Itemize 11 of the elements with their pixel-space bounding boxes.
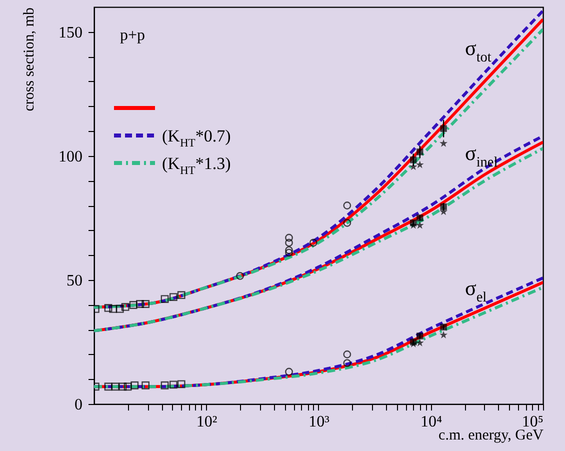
y-tick-label: 150 bbox=[58, 24, 82, 42]
x-tick-label: 10² bbox=[196, 414, 218, 430]
y-tick-label: 50 bbox=[66, 272, 82, 290]
x-tick-label: 10⁵ bbox=[522, 414, 544, 430]
y-tick-label: 100 bbox=[58, 148, 82, 166]
annotation: p+p bbox=[120, 27, 146, 44]
y-tick-label: 0 bbox=[74, 396, 82, 414]
x-tick-label: 10⁴ bbox=[420, 414, 442, 430]
x-axis-title: c.m. energy, GeV bbox=[438, 428, 544, 444]
y-axis-title: cross section, mb bbox=[22, 8, 38, 112]
x-tick-label: 10³ bbox=[308, 414, 330, 430]
